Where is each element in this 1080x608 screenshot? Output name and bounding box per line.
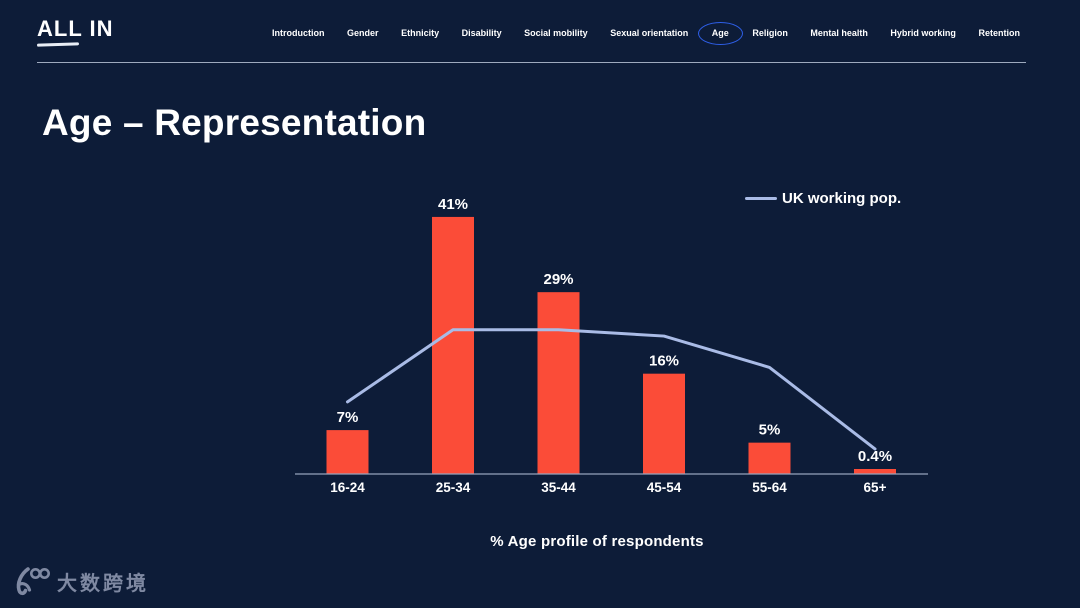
nav-item-religion[interactable]: Religion: [752, 28, 788, 38]
chart-legend: UK working pop.: [745, 190, 901, 207]
watermark: 大数跨境: [12, 566, 149, 596]
bar-25-34: [432, 216, 474, 474]
header-divider: [37, 62, 1026, 63]
value-label-35-44: 29%: [543, 271, 573, 288]
logo-underline: [36, 42, 80, 47]
page-title: Age – Representation: [42, 102, 427, 143]
bar-45-54: [643, 373, 685, 474]
nav-item-gender[interactable]: Gender: [347, 28, 379, 38]
nav-item-sexual-orientation[interactable]: Sexual orientation: [610, 28, 689, 38]
tick-label-45-54: 45-54: [647, 480, 682, 495]
watermark-text: 大数跨境: [57, 572, 149, 595]
value-label-45-54: 16%: [649, 353, 679, 370]
nav-item-age[interactable]: Age: [697, 22, 743, 45]
all-in-logo: ALL IN: [36, 16, 114, 47]
nav-item-ethnicity[interactable]: Ethnicity: [401, 28, 440, 38]
value-label-55-64: 5%: [759, 422, 781, 439]
value-label-65+: 0.4%: [858, 448, 892, 465]
chart-svg: 7% 16-24 41% 25-34 29% 35-44 16% 45-54 5% 55-64 0.…: [295, 196, 928, 495]
value-label-25-34: 41%: [438, 196, 468, 213]
legend-label: UK working pop.: [782, 190, 902, 207]
bar-55-64: [748, 442, 791, 474]
tick-label-35-44: 35-44: [541, 480, 576, 495]
bar-35-44: [537, 292, 580, 474]
value-label-16-24: 7%: [337, 409, 359, 426]
all-in-logo-text: ALL IN: [37, 16, 114, 41]
bar-65+: [854, 469, 896, 474]
tick-label-65+: 65+: [864, 480, 887, 495]
nav-item-social-mobility[interactable]: Social mobility: [524, 28, 588, 38]
watermark-100-icon: [16, 567, 50, 596]
nav-item-hybrid-working[interactable]: Hybrid working: [890, 28, 956, 38]
uk-working-pop-line: [346, 328, 877, 451]
bar-16-24: [326, 430, 369, 474]
tick-label-25-34: 25-34: [436, 480, 471, 495]
top-nav: Introduction Gender Ethnicity Disability Soc…: [272, 22, 1020, 45]
nav-item-retention[interactable]: Retention: [978, 28, 1020, 38]
legend-line-swatch: [745, 197, 777, 200]
nav-item-disability[interactable]: Disability: [461, 28, 502, 38]
age-representation-chart: 7% 16-24 41% 25-34 29% 35-44 16% 45-54 5% 55-64 0.…: [280, 180, 950, 505]
x-axis-title: % Age profile of respondents: [490, 533, 704, 550]
tick-label-55-64: 55-64: [752, 480, 787, 495]
tick-label-16-24: 16-24: [330, 480, 365, 495]
nav-item-introduction[interactable]: Introduction: [272, 28, 325, 38]
nav-item-mental-health[interactable]: Mental health: [810, 28, 868, 38]
